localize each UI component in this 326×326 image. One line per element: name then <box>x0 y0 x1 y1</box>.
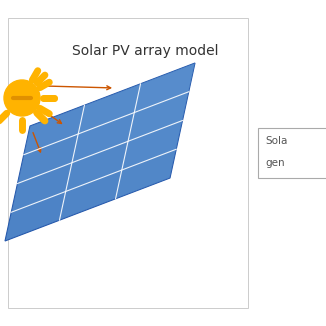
Polygon shape <box>115 149 176 199</box>
Circle shape <box>4 80 40 116</box>
Polygon shape <box>18 134 79 184</box>
Polygon shape <box>66 141 127 191</box>
Polygon shape <box>24 105 85 155</box>
Bar <box>8 18 248 308</box>
Polygon shape <box>121 121 183 170</box>
Text: Solar PV array model: Solar PV array model <box>72 44 218 58</box>
Polygon shape <box>11 162 72 212</box>
Polygon shape <box>72 113 134 162</box>
Polygon shape <box>134 63 195 113</box>
Polygon shape <box>79 84 140 134</box>
Polygon shape <box>5 63 195 241</box>
Text: Sola: Sola <box>265 136 288 146</box>
Polygon shape <box>60 170 121 220</box>
Polygon shape <box>127 92 189 141</box>
Bar <box>258 128 326 178</box>
Text: gen: gen <box>265 158 285 168</box>
Polygon shape <box>5 191 66 241</box>
